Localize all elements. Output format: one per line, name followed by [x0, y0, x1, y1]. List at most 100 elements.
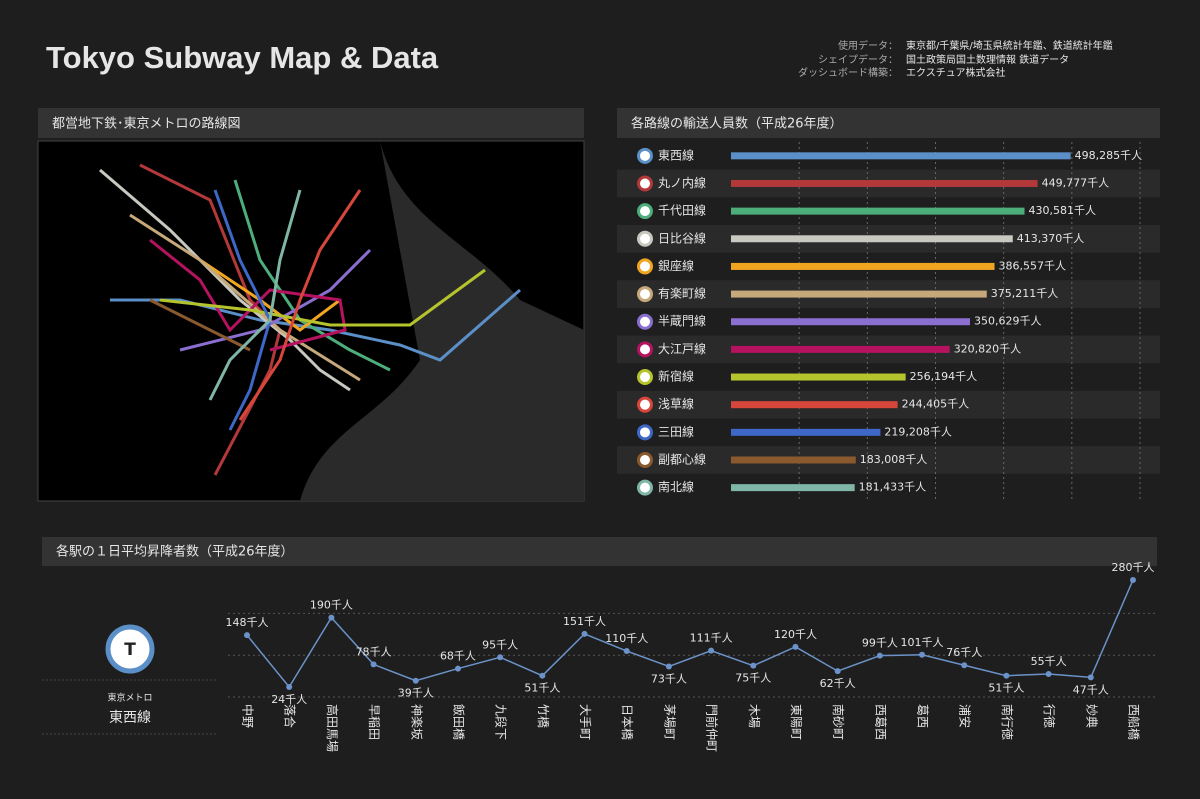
legend-icon: [637, 286, 653, 303]
value-label: 111千人: [690, 632, 733, 645]
value-label: 350,629千人: [974, 315, 1042, 328]
line-icon-letter: T: [124, 640, 136, 660]
credit-value: 東京都/千葉県/埼玉県統計年鑑、鉄道統計年鑑: [906, 39, 1113, 52]
point: [792, 643, 799, 650]
line-name: 東西線: [109, 710, 151, 726]
category-label: 日比谷線: [658, 230, 706, 245]
x-tick-label: 葛西: [916, 704, 930, 728]
point: [497, 654, 504, 661]
x-tick-label: 西船橋: [1127, 704, 1141, 740]
category-label: 三田線: [658, 424, 694, 439]
value-label: 413,370千人: [1017, 232, 1084, 245]
operator: 東京メトロ: [107, 692, 152, 704]
bar: [731, 207, 1025, 215]
panel-header: [42, 537, 1157, 566]
bar: [731, 345, 950, 353]
bar: [731, 373, 906, 381]
category-label: 副都心線: [658, 451, 706, 466]
value-label: 62千人: [820, 677, 856, 690]
value-label: 183,008千人: [860, 453, 928, 466]
point: [665, 663, 672, 670]
value-label: 68千人: [440, 650, 476, 663]
legend-icon: [637, 313, 653, 330]
point: [1045, 671, 1052, 678]
legend-icon: [637, 479, 653, 496]
value-label: 430,581千人: [1029, 204, 1097, 217]
category-label: 千代田線: [658, 203, 706, 218]
category-label: 新宿線: [658, 369, 694, 384]
point: [834, 668, 841, 675]
x-tick-label: 門前仲町: [705, 704, 720, 752]
x-tick-label: 浦安: [958, 704, 973, 728]
x-tick-label: 竹橋: [536, 704, 550, 728]
x-tick-label: 西葛西: [873, 704, 887, 740]
x-tick-label: 高田馬場: [325, 704, 340, 752]
point: [581, 630, 588, 637]
line-icon: [105, 624, 155, 674]
value-label: 386,557千人: [999, 259, 1067, 272]
value-label: 120千人: [774, 628, 817, 641]
map: [37, 140, 585, 502]
bar: [731, 152, 1071, 160]
panel-title: 各路線の輸送人員数（平成26年度）: [631, 116, 843, 132]
point: [412, 677, 419, 684]
value-label: 75千人: [735, 672, 771, 685]
credit-key: シェイプデータ：: [818, 53, 898, 66]
value-label: 280千人: [1112, 561, 1155, 574]
point: [454, 665, 461, 672]
point: [919, 651, 926, 658]
point: [539, 672, 546, 679]
category-label: 南北線: [658, 479, 694, 494]
value-label: 151千人: [563, 615, 606, 628]
category-label: 東西線: [658, 147, 694, 162]
x-tick-label: 落合: [283, 704, 298, 728]
value-label: 219,208千人: [884, 425, 952, 438]
legend-icon: [637, 341, 653, 358]
value-label: 101千人: [901, 636, 944, 649]
value-label: 78千人: [356, 645, 392, 658]
value-label: 76千人: [946, 646, 982, 659]
credits: 使用データ： 東京都/千葉県/埼玉県統計年鑑、鉄道統計年鑑 シェイプデータ： 国…: [798, 39, 1113, 79]
point: [708, 647, 715, 654]
credit-key: ダッシュボード構築：: [798, 66, 898, 79]
value-label: 51千人: [988, 682, 1024, 695]
bar: [731, 235, 1013, 243]
point: [286, 683, 293, 690]
legend-icon: [637, 424, 653, 441]
legend-icon: [637, 451, 653, 468]
bar: [731, 401, 898, 409]
category-label: 大江戸線: [658, 341, 706, 356]
point: [244, 632, 250, 639]
row-band: [617, 446, 1160, 474]
bar: [731, 484, 855, 492]
value-label: 95千人: [482, 638, 518, 651]
category-label: 丸ノ内線: [658, 175, 706, 190]
category-label: 銀座線: [658, 258, 694, 273]
credit-key: 使用データ：: [838, 39, 898, 52]
x-tick-label: 茅場町: [662, 704, 676, 740]
value-label: 51千人: [524, 682, 560, 695]
point: [876, 652, 883, 659]
x-tick-label: 九段下: [494, 704, 509, 740]
panel-title: 各駅の１日平均昇降者数（平成26年度）: [56, 544, 294, 560]
bar: [731, 290, 987, 298]
value-label: 449,777千人: [1042, 176, 1110, 189]
point: [961, 662, 968, 669]
category-label: 浅草線: [658, 396, 694, 411]
credit-value: 国土政策局国土数理情報 鉄道データ: [906, 53, 1069, 66]
x-tick-label: 妙典: [1084, 704, 1098, 728]
point: [1003, 672, 1010, 679]
category-label: 半蔵門線: [658, 313, 706, 328]
value-label: 55千人: [1031, 655, 1067, 668]
bar: [731, 428, 881, 436]
value-label: 256,194千人: [910, 370, 978, 383]
point: [328, 614, 335, 621]
x-tick-label: 飯田橋: [451, 704, 466, 740]
title: Tokyo Subway Map & Data: [46, 40, 439, 75]
x-tick-label: 南行徳: [1000, 704, 1015, 740]
value-label: 39千人: [398, 687, 434, 700]
bar: [731, 456, 856, 464]
legend-icon: [637, 175, 653, 192]
value-label: 47千人: [1073, 683, 1109, 696]
point: [1087, 674, 1094, 681]
